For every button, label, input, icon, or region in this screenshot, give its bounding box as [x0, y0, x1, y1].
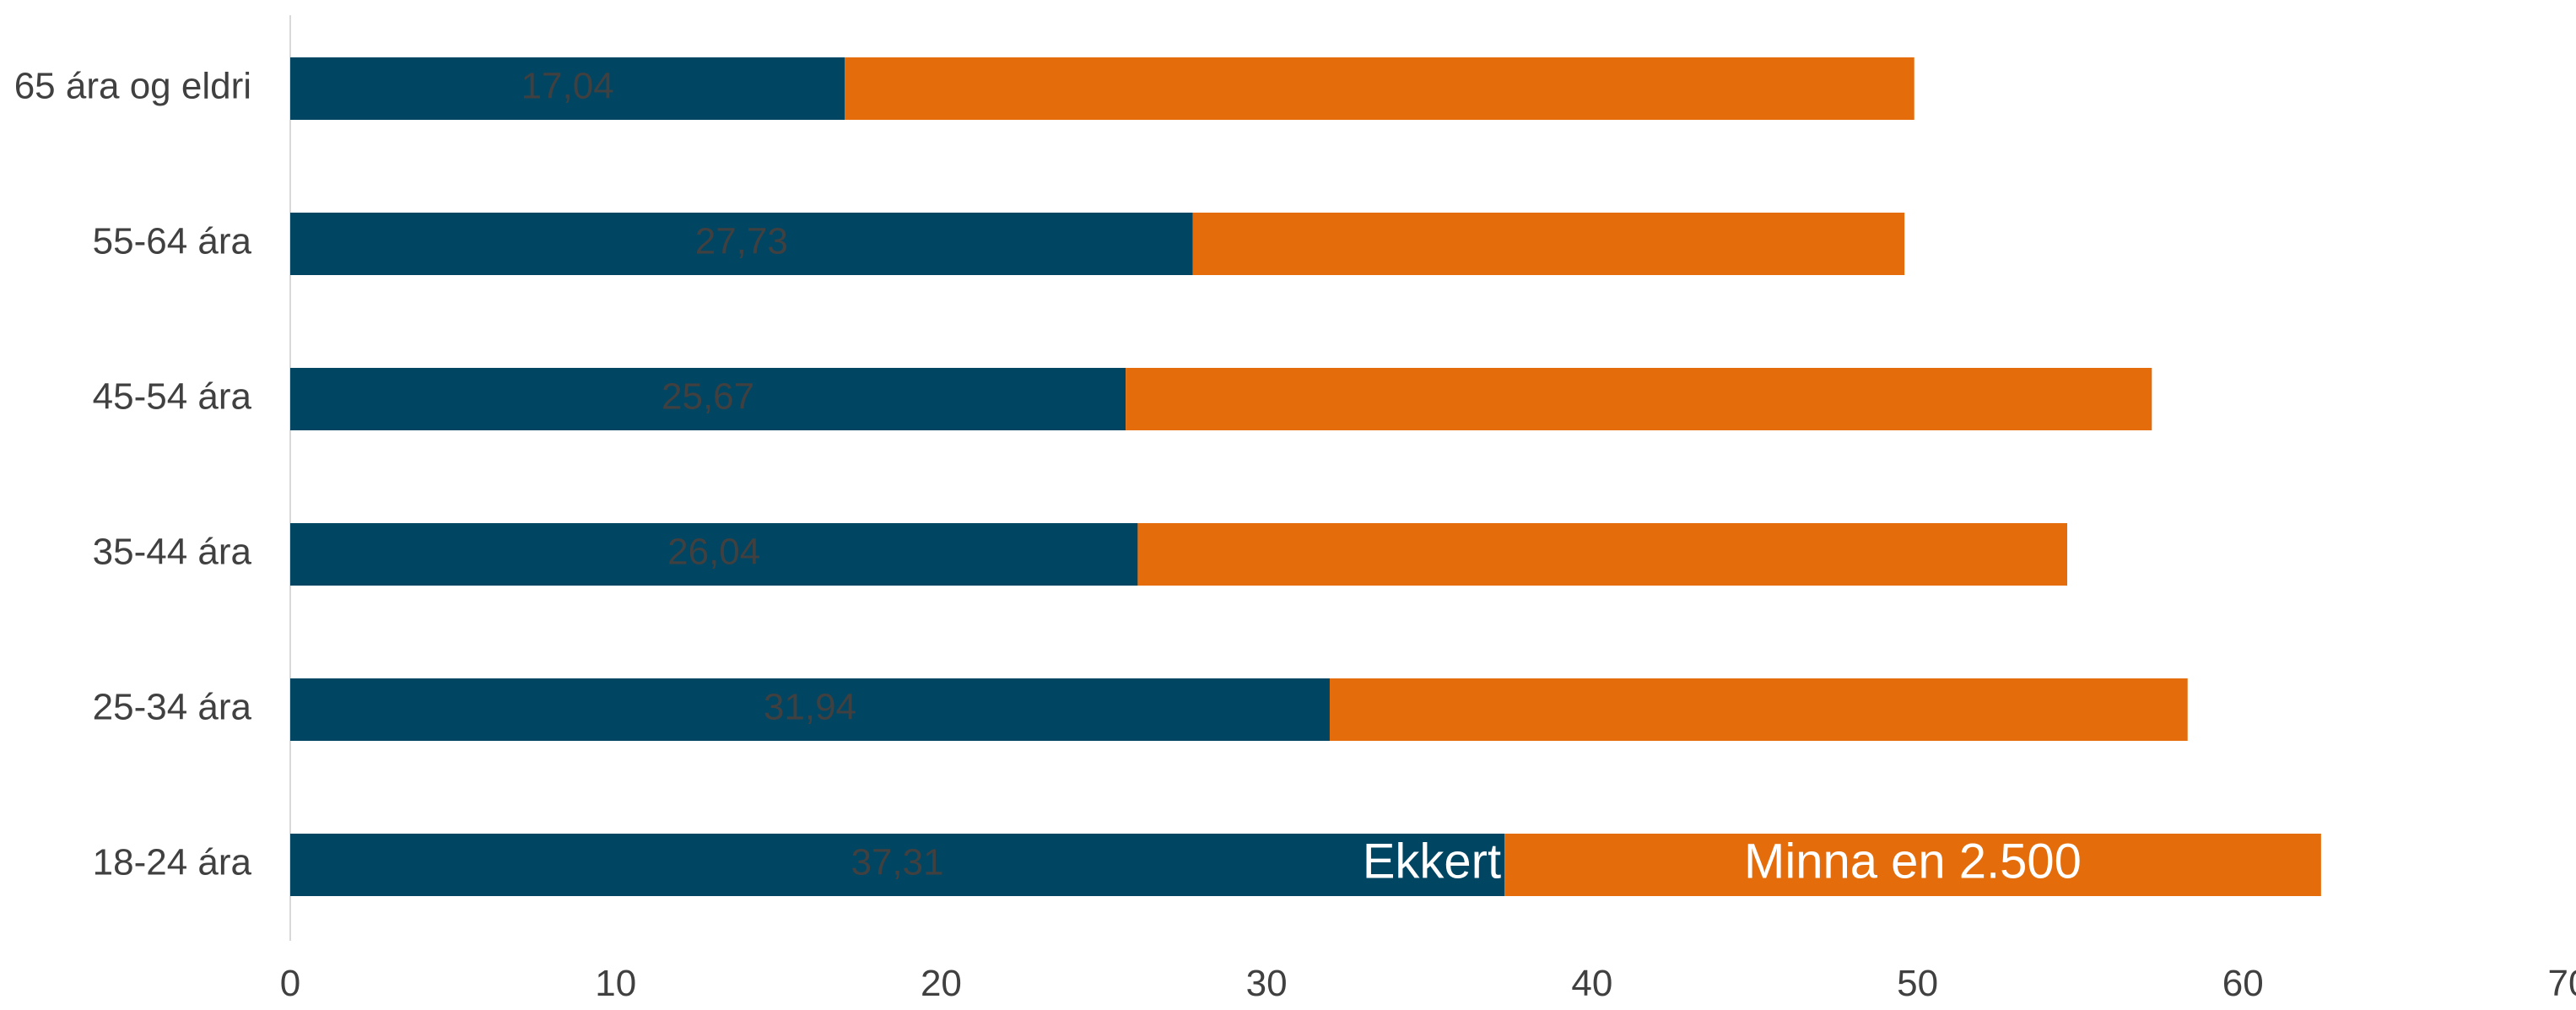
category-label: 55-64 ára	[93, 221, 252, 262]
x-tick-label: 50	[1897, 963, 1938, 1004]
data-label: 27,73	[695, 221, 788, 262]
x-tick-label: 0	[280, 963, 300, 1004]
bar-minna-5	[845, 57, 1914, 120]
series-label-ekkert: Ekkert	[1363, 834, 1501, 888]
bar-ekkert-1	[290, 678, 1330, 741]
category-label: 35-44 ára	[93, 532, 252, 573]
bar-minna-2	[1137, 523, 2067, 586]
category-label: 65 ára og eldri	[14, 66, 251, 107]
series-label-minna: Minna en 2.500	[1744, 834, 2082, 888]
series-labels: Ekkert Minna en 2.500	[1363, 834, 2082, 888]
x-tick-label: 10	[595, 963, 636, 1004]
category-label: 18-24 ára	[93, 842, 252, 883]
bar-ekkert-4	[290, 213, 1193, 275]
bars-group	[290, 57, 2321, 896]
x-tick-label: 30	[1246, 963, 1288, 1004]
category-label: 25-34 ára	[93, 687, 252, 728]
data-label: 17,04	[521, 66, 614, 107]
bar-ekkert-3	[290, 368, 1126, 430]
bar-ekkert-2	[290, 523, 1138, 586]
x-tick-label: 40	[1571, 963, 1612, 1004]
bar-minna-1	[1329, 678, 2188, 741]
bar-minna-3	[1126, 368, 2152, 430]
bar-minna-0	[1504, 834, 2321, 896]
data-label: 25,67	[662, 376, 754, 418]
category-label: 45-54 ára	[93, 376, 252, 418]
x-tick-label: 70	[2548, 963, 2576, 1004]
bar-ekkert-5	[290, 57, 845, 120]
bar-ekkert-0	[290, 834, 1505, 896]
x-tick-label: 60	[2222, 963, 2264, 1004]
data-labels: 37,31 31,94 26,04 25,67 27,73 17,04	[521, 66, 944, 883]
bar-minna-4	[1192, 213, 1905, 275]
data-label: 37,31	[851, 842, 943, 883]
data-label: 31,94	[764, 687, 856, 728]
data-label: 26,04	[667, 532, 760, 573]
x-tick-labels: 0 10 20 30 40 50 60 70	[280, 963, 2576, 1004]
x-tick-label: 20	[921, 963, 962, 1004]
category-labels: 18-24 ára 25-34 ára 35-44 ára 45-54 ára 55-6…	[14, 66, 252, 883]
